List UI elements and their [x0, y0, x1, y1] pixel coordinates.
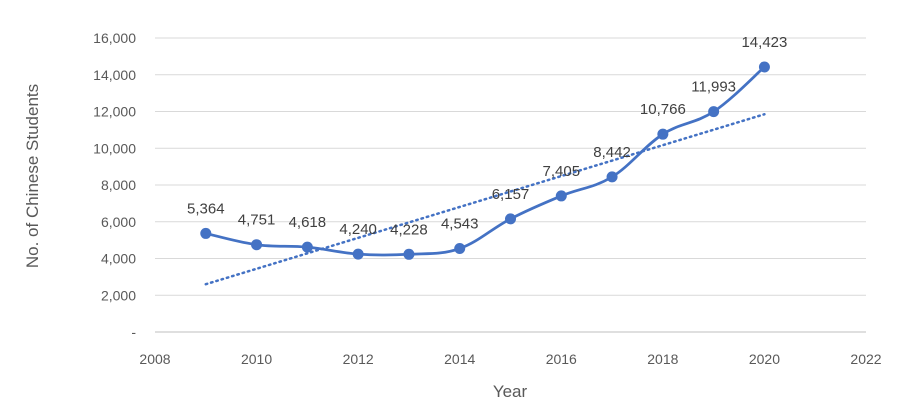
data-point-2010	[251, 239, 263, 251]
y-tick-label: 12,000	[93, 104, 136, 120]
y-tick-label: 6,000	[101, 214, 136, 230]
y-tick-label: 8,000	[101, 177, 136, 193]
data-label-2016: 7,405	[543, 163, 581, 180]
markers-layer	[200, 61, 770, 260]
data-point-2013	[403, 248, 415, 260]
data-point-2014	[454, 243, 466, 255]
gridlines	[155, 37, 866, 333]
data-label-2015: 6,157	[492, 186, 530, 203]
data-label-2014: 4,543	[441, 216, 479, 233]
data-labels-layer: 5,364 4,751 4,618 4,240 4,228 4,543 6,157 7,405…	[187, 34, 787, 238]
data-label-2010: 4,751	[238, 212, 276, 229]
data-point-2017	[606, 171, 618, 183]
data-point-2018	[657, 128, 669, 140]
data-label-2018: 10,766	[640, 101, 686, 118]
x-axis-title: Year	[493, 382, 528, 401]
y-tick-label: 14,000	[93, 67, 136, 83]
x-tick-label: 2012	[343, 351, 374, 367]
x-axis-tick-labels: 2008 2010 2012 2014 2016 2018 2020 2022	[139, 351, 881, 367]
y-tick-label: 10,000	[93, 140, 136, 156]
y-tick-label: 4,000	[101, 251, 136, 267]
y-tick-label: -	[131, 324, 136, 340]
data-point-2009	[200, 227, 212, 239]
x-tick-label: 2016	[546, 351, 577, 367]
data-label-2012: 4,240	[339, 221, 377, 238]
data-point-2015	[505, 213, 516, 225]
x-tick-label: 2008	[139, 351, 170, 367]
linear-trendline	[204, 113, 766, 286]
y-tick-label: 16,000	[93, 30, 136, 46]
data-label-2013: 4,228	[390, 221, 428, 238]
data-label-2011: 4,618	[289, 214, 327, 231]
data-point-2016	[555, 190, 567, 202]
trendline-layer	[204, 113, 766, 286]
x-tick-label: 2020	[749, 351, 780, 367]
x-tick-label: 2010	[241, 351, 272, 367]
data-label-2017: 8,442	[593, 144, 631, 161]
data-point-2019	[708, 106, 720, 118]
x-tick-label: 2014	[444, 351, 475, 367]
y-axis-title: No. of Chinese Students	[23, 84, 42, 268]
data-point-2011	[301, 241, 313, 253]
x-tick-label: 2018	[647, 351, 678, 367]
data-label-2009: 5,364	[187, 200, 225, 217]
data-point-2012	[352, 248, 364, 260]
y-tick-label: 2,000	[101, 287, 136, 303]
y-axis-tick-labels: - 2,000 4,000 6,000 8,000 10,000 12,000 14,000 1…	[93, 30, 136, 340]
data-label-2019: 11,993	[691, 79, 736, 96]
x-tick-label: 2022	[850, 351, 881, 367]
data-point-2020	[758, 61, 770, 73]
data-label-2020: 14,423	[741, 34, 787, 51]
